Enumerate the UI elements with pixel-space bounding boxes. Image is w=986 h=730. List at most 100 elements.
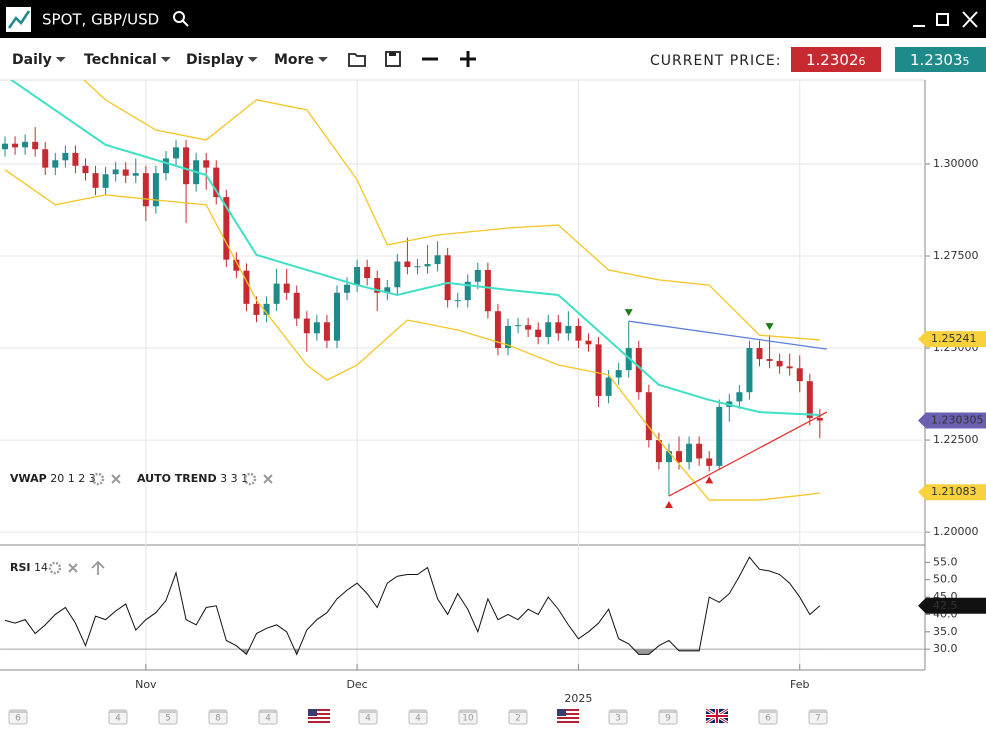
candle-body [243,270,250,304]
candle-body [293,292,300,319]
us-flag[interactable] [308,709,330,723]
candle-body [323,322,330,341]
us-flag[interactable] [557,709,579,723]
menu-caret [160,57,171,62]
calendar-top [359,710,377,713]
search-icon[interactable] [173,11,189,27]
ask-price: 1.23035 [910,51,970,69]
ask-pip: 5 [963,55,970,68]
calendar-top [9,710,27,713]
candle-body [776,360,783,367]
candle-body [615,370,622,378]
x-tick-label: Nov [135,678,157,691]
candle-body [52,160,59,168]
candle-body [283,283,290,293]
candle-body [474,269,481,282]
settings-icon[interactable] [243,472,257,486]
move-up-icon[interactable] [91,560,105,575]
calendar-label: 6 [15,714,21,724]
y-tick-label: 30.0 [933,642,958,655]
candle-body [102,174,109,188]
rsi-line [4,556,821,656]
zoom-in[interactable] [460,51,476,67]
calendar-top [809,710,827,713]
candle-body [444,255,451,301]
y-tick-label: 1.30000 [933,157,979,170]
trend-marker [705,476,714,484]
calendar-top [609,710,627,713]
candle-body [756,348,763,360]
calendar-label: 3 [615,714,621,724]
candle-body [414,266,421,268]
y-tick-label: 55.0 [933,555,958,568]
candle-body [796,368,803,382]
bid-box[interactable] [791,47,881,72]
candle-body [515,325,522,327]
y-tick-label: 50.0 [933,573,958,586]
candle-body [273,283,280,304]
candle-body [152,173,159,207]
logo [6,7,31,32]
candle-body [213,167,220,198]
indicator-line [628,320,827,350]
candle-body [32,141,39,150]
calendar-label: 2 [515,714,521,724]
trend-params: 3 3 1 [220,472,248,485]
trend-marker [664,501,673,509]
ask-box[interactable] [895,47,986,72]
candle-body [484,269,491,312]
candle-body [404,261,411,268]
candle-body [665,451,672,463]
candle-body [595,344,602,396]
candle-body [122,169,129,176]
candle-body [736,392,743,402]
vwap-params: 20 1 2 3 [50,472,95,485]
candle-body [223,197,230,260]
current-price-label: CURRENT PRICE: [650,53,781,69]
candle-body [555,322,562,334]
uk-flag[interactable] [705,707,729,725]
candle-body [454,300,461,302]
oversold-area [5,649,820,655]
y-tick-label: 1.20000 [933,525,979,538]
candle-body [132,173,139,176]
remove-icon[interactable] [263,474,273,484]
candle-body [203,160,210,168]
candle-body [313,322,320,334]
calendar-top [659,710,677,713]
settings-icon[interactable] [91,472,105,486]
remove-icon[interactable] [68,563,78,573]
candle-body [655,440,662,463]
calendar-top [209,710,227,713]
y-tick-label: 1.22500 [933,433,979,446]
candle-body [746,348,753,393]
calendar-label: 10 [462,714,474,724]
menu-button[interactable]: More [274,52,314,68]
menu-button[interactable]: Technical [84,52,157,68]
candle-body [645,392,652,441]
candle-body [42,149,49,168]
candle-body [716,406,723,466]
candle-body [635,348,642,393]
calendar-label: 9 [665,714,671,724]
save-icon[interactable] [385,51,401,67]
candle-body [424,264,431,267]
folder-icon[interactable] [348,53,366,67]
calendar-label: 6 [765,714,771,724]
candle-body [62,152,69,161]
window-controls[interactable] [913,11,978,28]
menu-button[interactable]: Display [186,52,244,68]
candle-body [766,359,773,361]
remove-icon[interactable] [111,474,121,484]
bid-pip: 6 [859,55,866,68]
candle-body [686,443,693,463]
settings-icon[interactable] [48,561,62,575]
candle-body [303,318,310,334]
menu-button[interactable]: Daily [12,52,52,68]
header-title: SPOT, GBP/USD [42,11,159,29]
ask-main: 1.2303 [910,51,963,69]
calendar-label: 5 [165,714,171,724]
trend-marker [624,309,633,317]
